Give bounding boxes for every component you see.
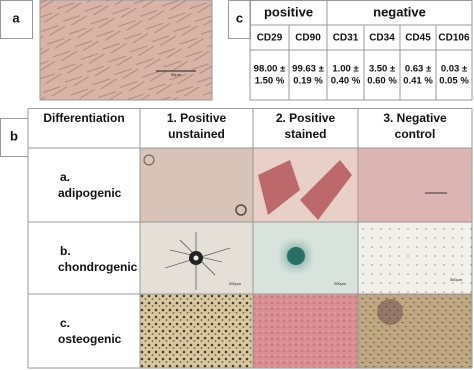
- micrograph: [358, 294, 472, 368]
- marker: CD34: [369, 33, 395, 44]
- column-header: 2. Positive: [276, 111, 336, 125]
- marker-value: 0.19 %: [293, 76, 323, 87]
- micrograph: [358, 222, 472, 294]
- pellet: [287, 247, 305, 265]
- group-header: positive: [264, 4, 313, 19]
- marker-value: 99.63 ±: [292, 64, 324, 75]
- micrograph: [358, 148, 472, 222]
- column-header: Differentiation: [43, 111, 124, 125]
- marker: CD106: [438, 33, 470, 44]
- marker-value: 0.60 %: [367, 76, 397, 87]
- micrograph: [140, 294, 253, 368]
- nodule: [377, 299, 403, 325]
- marker-value: 98.00 ±: [254, 64, 286, 75]
- group-header: negative: [373, 4, 426, 19]
- micrograph: [253, 294, 358, 368]
- marker-value: 3.50 ±: [369, 64, 395, 75]
- cell: [143, 154, 155, 166]
- column-header: 3. Negative: [383, 111, 447, 125]
- marker-value: 1.50 %: [255, 76, 285, 87]
- marker: CD90: [295, 33, 321, 44]
- marker-table: positive negative CD29 98.00 ±1.50 % CD90 99.…: [249, 0, 473, 101]
- marker-value: 1.00 ±: [332, 64, 358, 75]
- row-label: chondrogenic: [58, 260, 138, 274]
- column-header: stained: [284, 127, 326, 141]
- scale-label: 200µm: [229, 281, 242, 286]
- label-box: [0, 0, 33, 39]
- scale-label: 50µm: [171, 72, 182, 77]
- marker: CD29: [257, 33, 283, 44]
- row-label: adipogenic: [58, 186, 122, 200]
- marker-value: 0.03 ±: [441, 64, 467, 75]
- column-header: unstained: [168, 127, 225, 141]
- micrograph: [140, 148, 253, 222]
- micrographs: 200µm 200µm 500µm: [140, 148, 472, 368]
- differentiation-table: Differentiation 1. Positive unstained 2. Po…: [27, 108, 473, 369]
- micrograph: [39, 0, 213, 101]
- panel-label: c: [236, 10, 243, 25]
- row-label: b.: [60, 244, 71, 258]
- pellet-core: [193, 255, 199, 261]
- row-label: c.: [60, 316, 70, 330]
- column-header: 1. Positive: [167, 111, 227, 125]
- row-label: osteogenic: [58, 332, 122, 346]
- panel-label: b: [10, 128, 18, 143]
- panel-label: a: [12, 10, 20, 25]
- scale-label: 200µm: [334, 281, 347, 286]
- cell: [235, 204, 247, 216]
- row-label: a.: [60, 170, 70, 184]
- marker-value: 0.41 %: [403, 76, 433, 87]
- marker-value: 0.63 ±: [405, 64, 431, 75]
- stained-cells: [258, 160, 352, 220]
- marker-value: 0.05 %: [439, 76, 469, 87]
- marker-value: 0.40 %: [331, 76, 361, 87]
- scale-label: 500µm: [450, 277, 463, 282]
- marker: CD31: [333, 33, 359, 44]
- column-header: control: [395, 127, 436, 141]
- marker: CD45: [405, 33, 431, 44]
